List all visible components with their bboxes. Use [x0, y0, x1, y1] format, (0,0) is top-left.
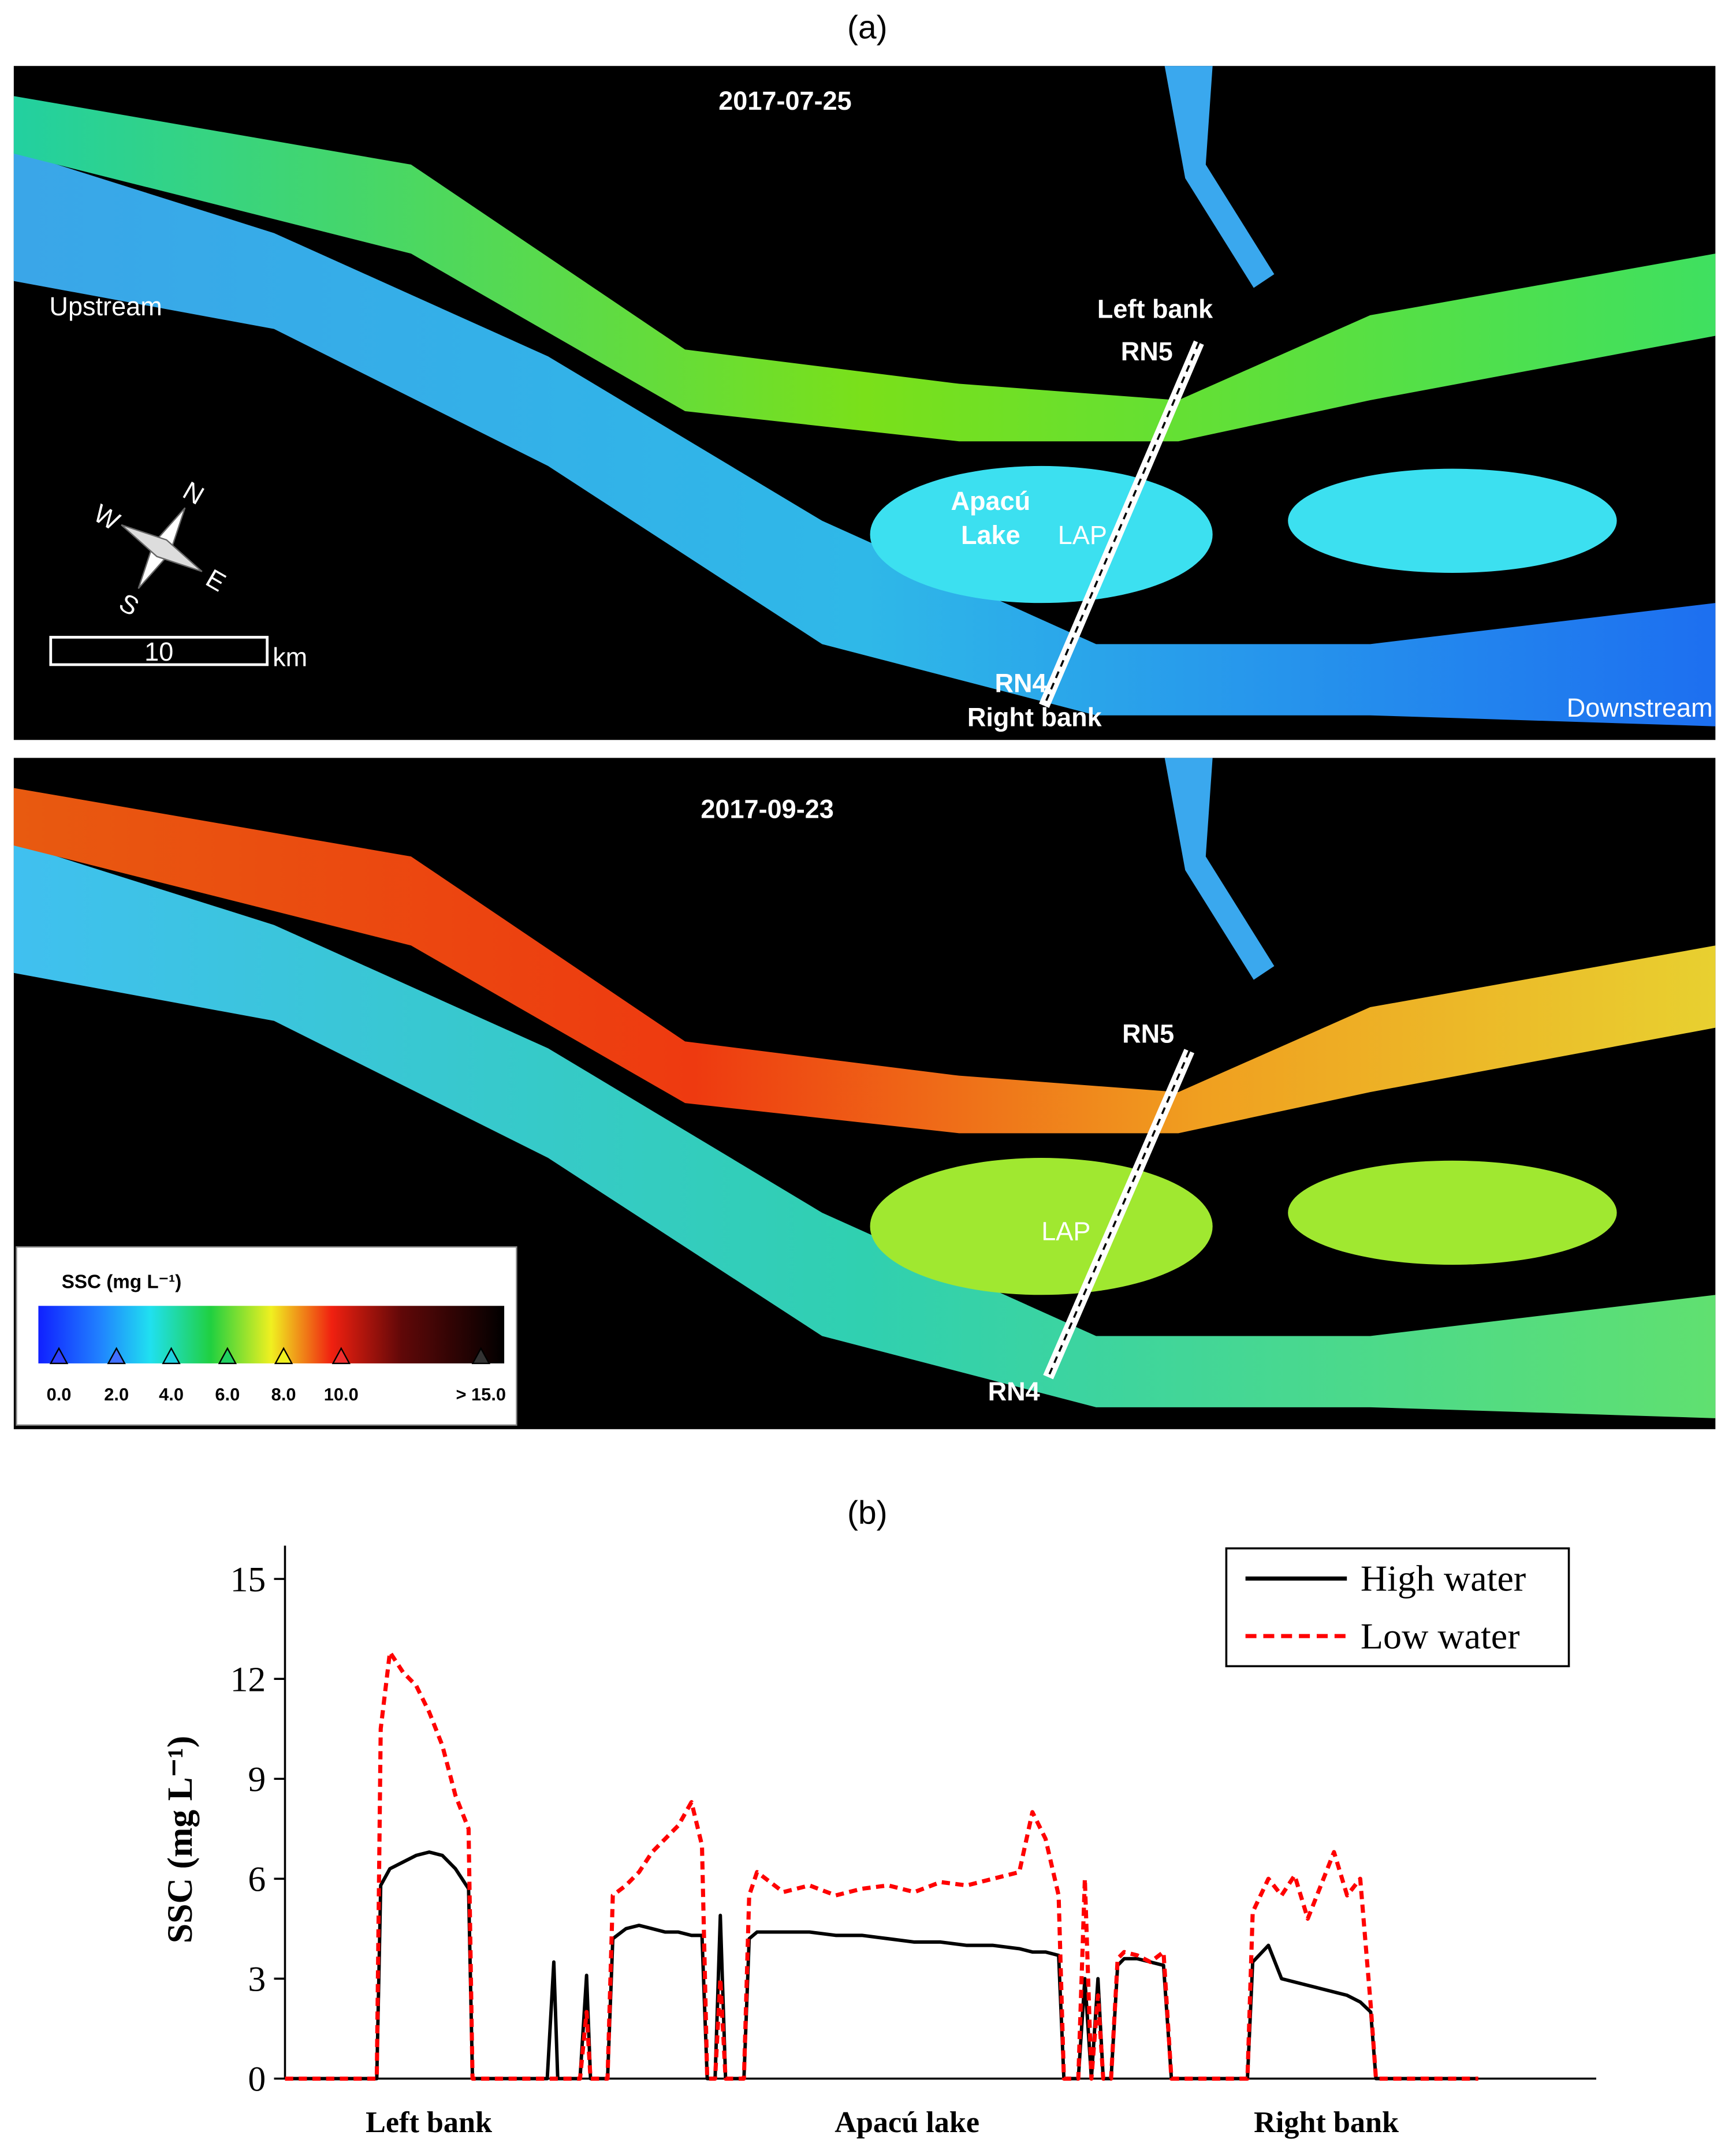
color-bar-label: 4.0: [159, 1384, 184, 1404]
color-bar-marker: [49, 1347, 69, 1365]
scale-label: 10: [144, 637, 173, 666]
legend-label: Low water: [1361, 1615, 1520, 1656]
transect-center: [1047, 1050, 1190, 1378]
map-date: 2017-07-25: [718, 86, 852, 115]
scale-bar: [49, 636, 269, 666]
map-panel: [13, 66, 1716, 740]
map-label: RN4: [988, 1377, 1040, 1406]
color-bar-label: 8.0: [271, 1384, 296, 1404]
color-bar: [38, 1306, 505, 1363]
color-bar-marker: [162, 1347, 181, 1365]
panel-label: (a): [847, 9, 888, 46]
color-bar-label: 2.0: [104, 1384, 129, 1404]
color-bar-label: 0.0: [47, 1384, 72, 1404]
color-bar-marker: [107, 1347, 126, 1365]
map-date: 2017-09-23: [701, 795, 834, 824]
line-chart: 0 3 6 9 12 15 SSC (mg L⁻¹) Left bank Apacú lake R…: [161, 1545, 1597, 2139]
color-bar-label: > 15.0: [456, 1384, 506, 1404]
y-tick-label: 9: [248, 1760, 266, 1799]
color-bar-marker: [274, 1347, 293, 1365]
map-label: Right bank: [967, 703, 1102, 732]
map-label: RN4: [994, 668, 1046, 698]
map-label: Downstream: [1567, 693, 1713, 722]
y-tick-label: 0: [248, 2060, 266, 2099]
series-line: [285, 1650, 1478, 2081]
map-label: Upstream: [49, 292, 162, 321]
color-bar-marker: [471, 1347, 490, 1365]
map-label: LAP: [1041, 1216, 1090, 1246]
map-label: RN5: [1122, 1019, 1174, 1049]
region-label: Left bank: [366, 2106, 492, 2139]
legend-label: High water: [1361, 1558, 1526, 1599]
color-bar-marker: [331, 1347, 351, 1365]
y-tick-label: 6: [248, 1860, 266, 1899]
y-tick-label: 15: [230, 1560, 266, 1600]
map-label: Lake: [961, 520, 1020, 550]
color-bar-label: 6.0: [215, 1384, 240, 1404]
map-legend: SSC (mg L⁻¹) 0.0 2.0 4.0 6.0 8.0 10.0 > 15.0: [16, 1246, 517, 1426]
map-label: RN5: [1121, 337, 1173, 366]
color-bar-label: 10.0: [324, 1384, 359, 1404]
legend-box: [1225, 1547, 1570, 1668]
map-label: LAP: [1058, 520, 1107, 550]
y-axis-title: SSC (mg L⁻¹): [161, 1736, 200, 1943]
y-tick-label: 3: [248, 1960, 266, 1999]
color-bar-marker: [218, 1347, 237, 1365]
map-label: Left bank: [1097, 295, 1213, 324]
y-tick-label: 12: [230, 1660, 266, 1700]
region-label: Right bank: [1254, 2106, 1399, 2139]
color-bar-ticks: 0.0 2.0 4.0 6.0 8.0 10.0 > 15.0: [47, 1347, 506, 1404]
series-line: [285, 1850, 1478, 2081]
compass-needle: [121, 524, 203, 572]
panel-label: (b): [847, 1495, 888, 1532]
scale-unit: km: [273, 642, 307, 672]
transect-center: [1043, 342, 1200, 706]
map-label: Apacú: [951, 486, 1030, 516]
region-label: Apacú lake: [835, 2106, 979, 2139]
legend-title: SSC (mg L⁻¹): [62, 1271, 182, 1292]
